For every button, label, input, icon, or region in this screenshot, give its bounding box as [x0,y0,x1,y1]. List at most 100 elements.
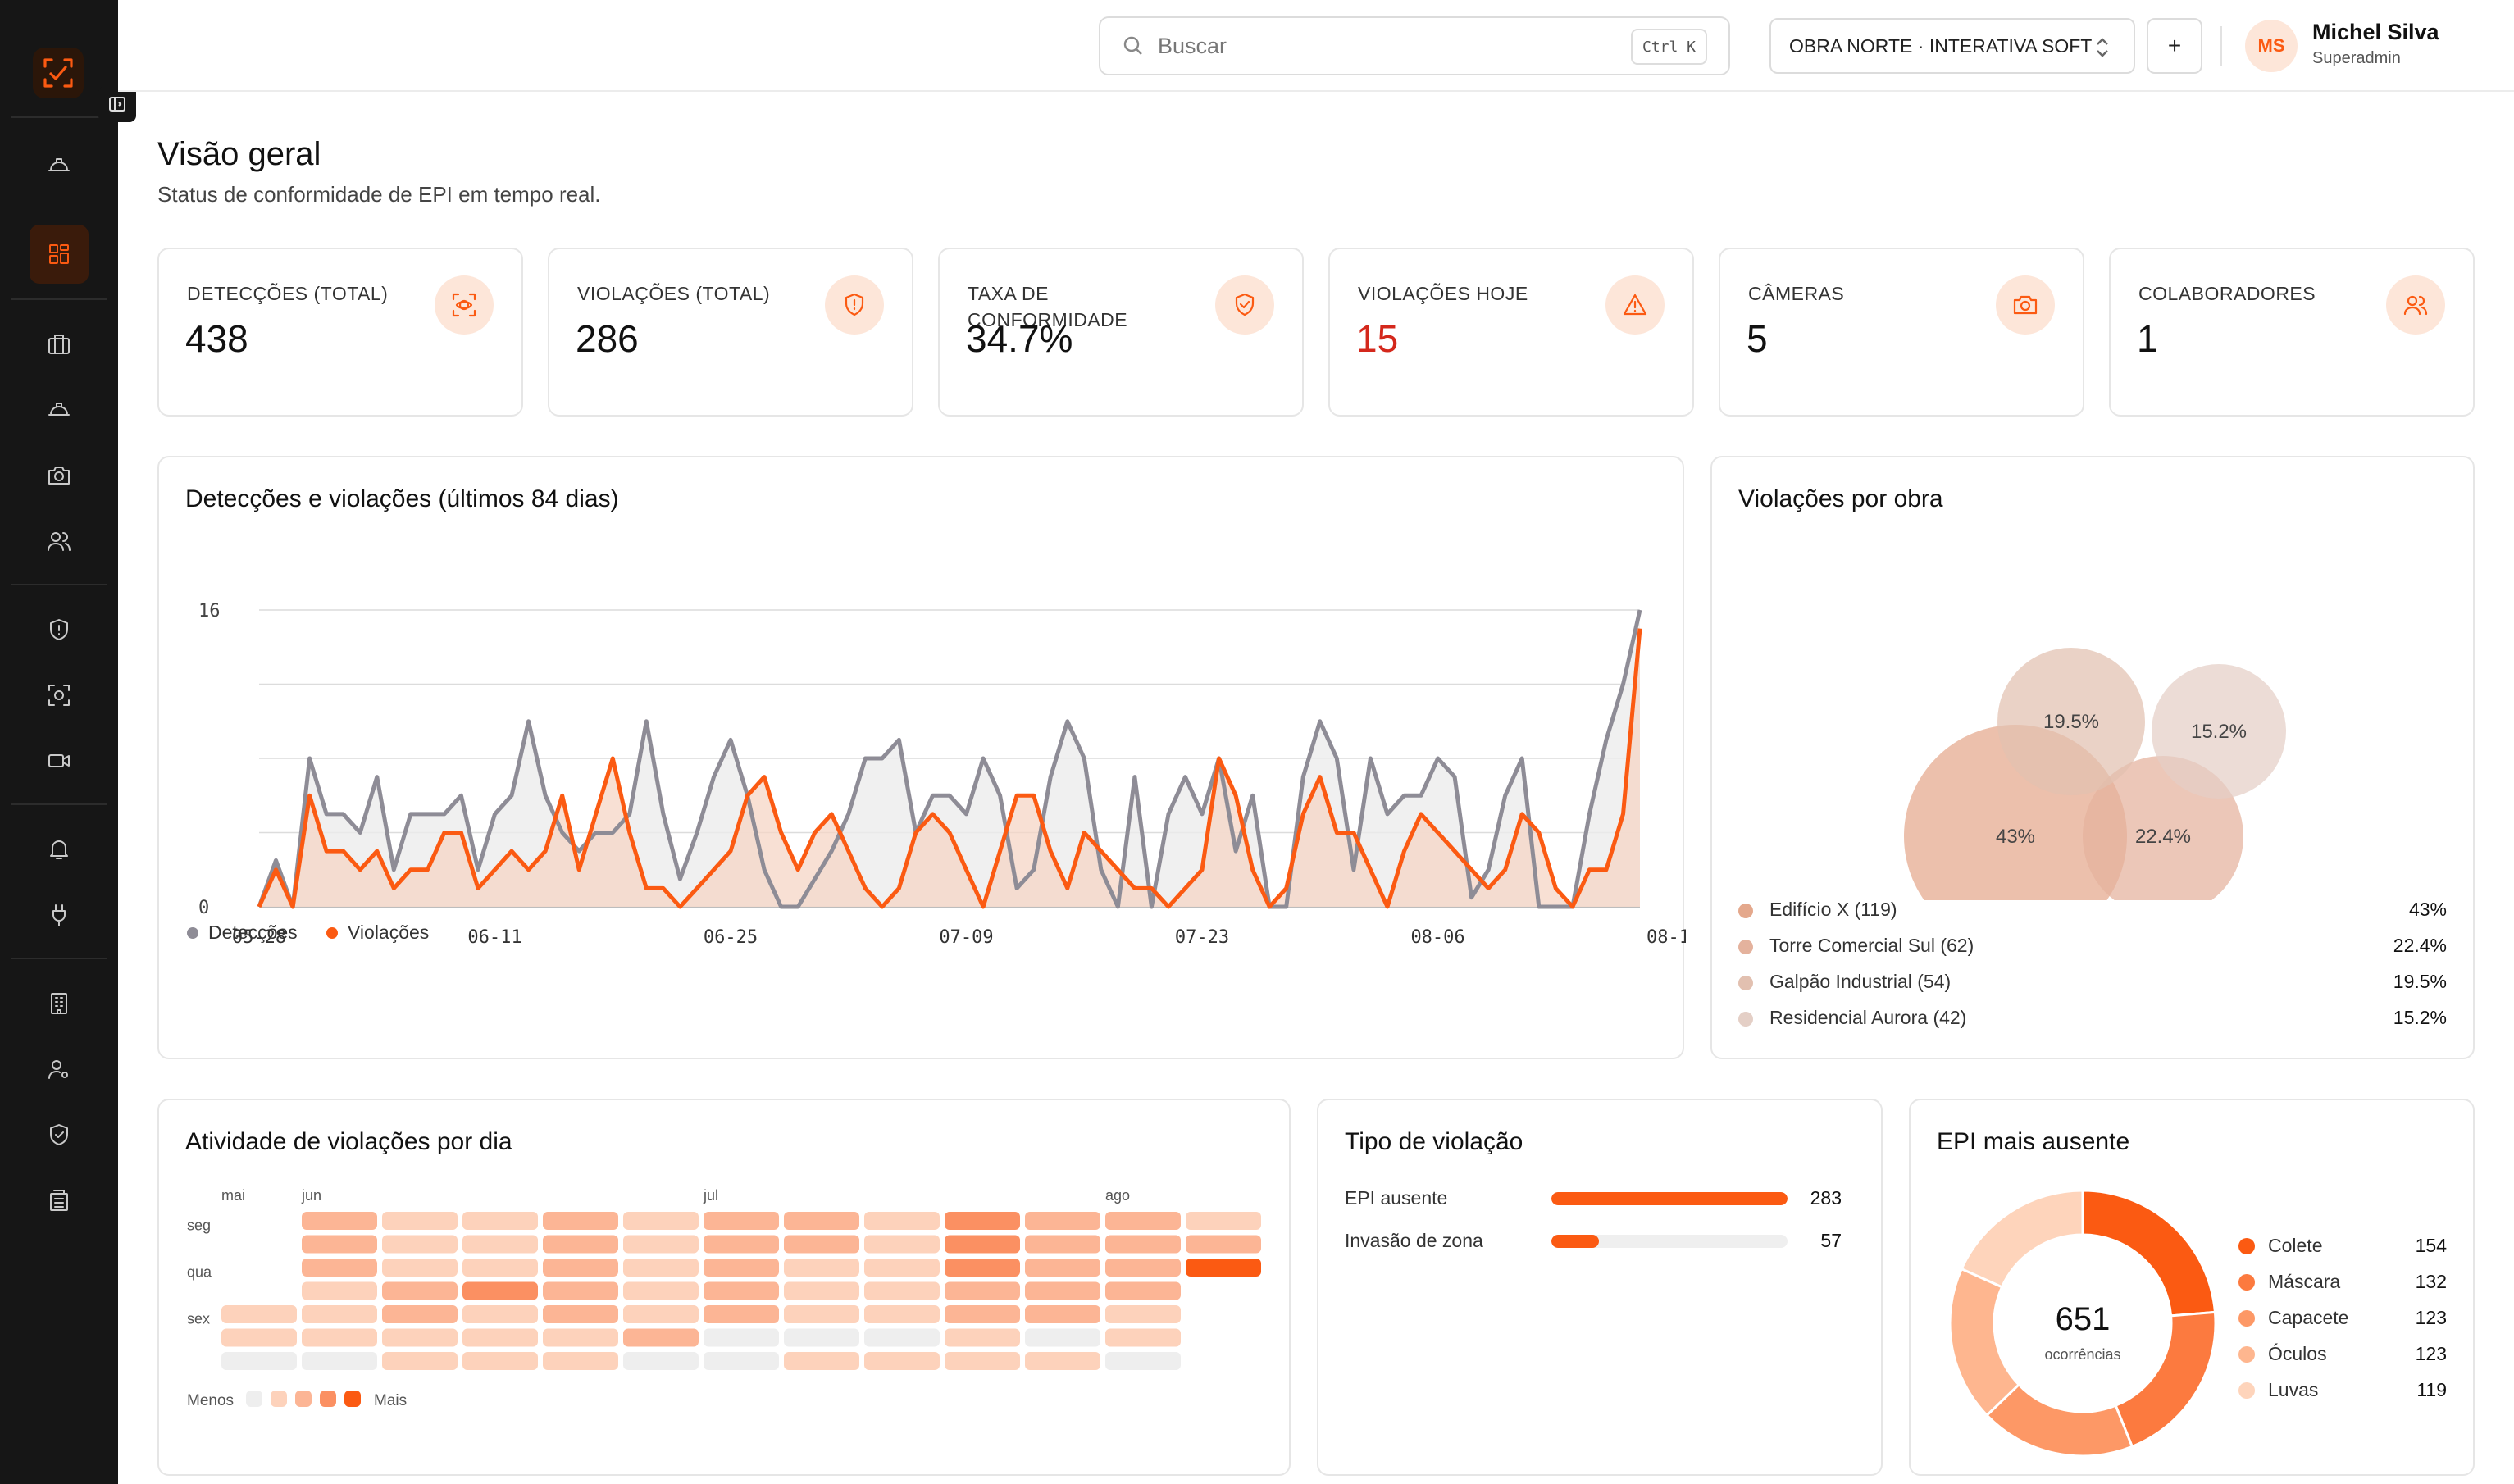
sidebar-item-violacoes[interactable] [30,600,89,659]
sidebar-item-epis[interactable] [30,380,89,439]
heatmap-cell [1105,1212,1181,1230]
legend-deteccoes: Detecções [187,922,298,944]
add-button[interactable]: + [2147,18,2202,74]
heatmap-cell [462,1212,538,1230]
heatmap-cell [704,1259,779,1277]
chevron-updown-icon [2097,38,2108,57]
legend-obra-pct: 15.2% [2393,1007,2447,1028]
heatmap-cell [543,1212,618,1230]
heatmap-card: Atividade de violações por dia mai jun jul… [157,1099,1291,1476]
page-title: Visão geral [157,136,321,172]
donut-slice [2114,1310,2217,1449]
app-logo[interactable] [33,48,84,98]
heatmap-cell [704,1281,779,1300]
epi-ausente-card: EPI mais ausente 651 ocorrências Colete 15… [1909,1099,2475,1476]
x-tick-label: 06-25 [704,927,758,948]
heatmap-cell [864,1328,940,1347]
heatmap-cell [1186,1212,1261,1230]
month-label: ago [1105,1187,1130,1204]
legend-epi-name: Capacete [2268,1307,2349,1328]
kpi-value: 15 [1356,317,1399,360]
sidebar-item-video[interactable] [30,731,89,790]
chart-title: Detecções e violações (últimos 84 dias) [185,485,619,512]
legend-obra-name: Torre Comercial Sul (62) [1769,935,1974,956]
sidebar-item-obras[interactable] [30,315,89,374]
kpi-label: VIOLAÇÕES (TOTAL) [577,283,771,304]
search-placeholder: Buscar [1158,33,1227,58]
avatar[interactable]: MS [2245,20,2298,72]
legend-swatch [246,1391,262,1407]
panel-toggle-icon [109,97,125,112]
x-tick-label: 07-09 [939,927,993,948]
tipo-bar-fill [1551,1235,1599,1248]
heatmap-cell [382,1328,458,1347]
topbar: Buscar Ctrl K OBRA NORTE · INTERATIVA SO… [118,0,2514,92]
legend-obra-pct: 19.5% [2393,971,2447,992]
kpi-card: TAXA DE CONFORMIDADE 34.7% [938,248,1304,417]
obra-selector[interactable]: OBRA NORTE · INTERATIVA SOFT [1769,18,2135,74]
sidebar-item-relatorios[interactable] [30,1171,89,1230]
tipo-bar-track [1551,1235,1788,1248]
legend-epi-name: Óculos [2268,1343,2327,1364]
sidebar-item-deteccoes[interactable] [30,666,89,725]
shield-alert-icon [825,275,884,335]
line-violações [257,628,1642,909]
heatmap-cell [1025,1259,1100,1277]
camera-icon [1996,275,2055,335]
heatmap-cell [623,1259,699,1277]
bubble-label: 22.4% [2135,826,2191,848]
legend-dot [1738,1012,1753,1027]
sidebar-item-usuarios[interactable] [30,1040,89,1099]
heatmap-cell [221,1352,297,1370]
heatmap-cell [945,1259,1020,1277]
tipo-value: 283 [1810,1187,1842,1209]
heatmap-cell [462,1281,538,1300]
heatmap-cell [382,1352,458,1370]
heatmap-cell [462,1235,538,1254]
heatmap-cell [1105,1235,1181,1254]
heatmap-cell [784,1259,859,1277]
legend-obra-name: Residencial Aurora (42) [1769,1007,1967,1028]
legend-dot [2238,1382,2255,1399]
heatmap-cell [302,1235,377,1254]
page-subtitle: Status de conformidade de EPI em tempo r… [157,182,601,207]
heatmap-cell [462,1352,538,1370]
sidebar-collapse-button[interactable] [98,86,136,122]
legend-epi-name: Colete [2268,1235,2323,1256]
kpi-value: 438 [185,317,248,360]
bubble-obra [1997,648,2145,795]
bubble-label: 43% [1996,826,2035,848]
camera-icon [48,467,70,485]
kpi-label: TAXA DE CONFORMIDADE [968,283,1128,330]
heatmap-cell [864,1281,940,1300]
heatmap-cell [382,1235,458,1254]
sidebar-item-empresas[interactable] [30,974,89,1033]
area-violações [259,628,1640,907]
x-tick-label: 08-19 [1646,927,1686,948]
sidebar-item-integracoes[interactable] [30,885,89,945]
heatmap-cell [543,1305,618,1323]
heatmap-cell [302,1352,377,1370]
legend-obra-pct: 43% [2408,899,2447,920]
sidebar-item-cameras[interactable] [30,446,89,505]
sidebar-item-colaboradores[interactable] [30,512,89,571]
heatmap-cell [623,1212,699,1230]
heatmap-cell [864,1259,940,1277]
heatmap-cell [1025,1328,1100,1347]
user-name[interactable]: Michel Silva [2312,20,2439,44]
heatmap-cell [1186,1259,1261,1277]
heatmap-cell [221,1305,297,1323]
search-input[interactable]: Buscar Ctrl K [1099,16,1730,75]
heatmap-cell [704,1212,779,1230]
bell-icon [50,840,68,859]
heatmap-cell [864,1305,940,1323]
legend-dot [2238,1310,2255,1327]
heatmap-cell [704,1352,779,1370]
heatmap-cell [382,1259,458,1277]
sidebar-item-epi[interactable] [30,136,89,195]
sidebar-item-dashboard[interactable] [30,225,89,284]
heatmap-cell [1105,1328,1181,1347]
epi-ausente-title: EPI mais ausente [1937,1128,2130,1155]
sidebar-item-seguranca[interactable] [30,1105,89,1164]
sidebar-item-alertas[interactable] [30,820,89,879]
